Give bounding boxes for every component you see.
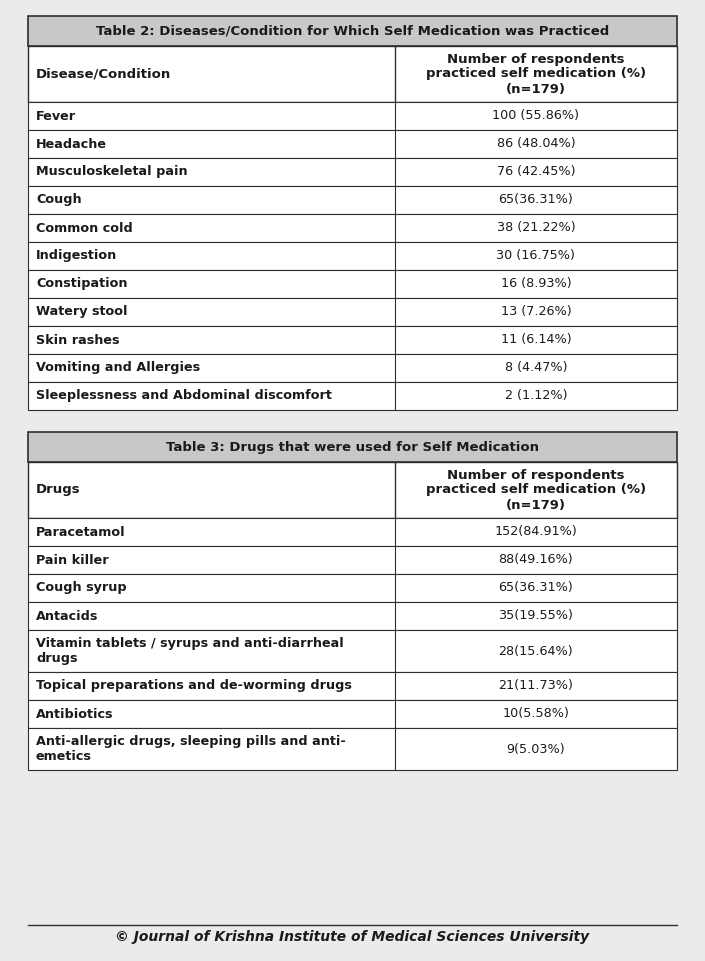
Bar (28, 326, 677, 354)
Text: 9(5.03%): 9(5.03%) (506, 743, 565, 755)
Text: Number of respondents
practiced self medication (%)
(n=179): Number of respondents practiced self med… (426, 469, 646, 511)
Text: 11 (6.14%): 11 (6.14%) (501, 333, 571, 347)
Text: Table 3: Drugs that were used for Self Medication: Table 3: Drugs that were used for Self M… (166, 440, 539, 454)
Bar (28, 270, 677, 298)
Text: 65(36.31%): 65(36.31%) (498, 581, 573, 595)
Bar (28, 354, 677, 382)
Text: Vomiting and Allergies: Vomiting and Allergies (36, 361, 200, 375)
Text: Pain killer: Pain killer (36, 554, 109, 566)
Bar (28, 546, 677, 574)
Text: 30 (16.75%): 30 (16.75%) (496, 250, 575, 262)
Text: Musculoskeletal pain: Musculoskeletal pain (36, 165, 188, 179)
Bar (28, 382, 677, 410)
Bar (28, 672, 677, 700)
Bar (28, 186, 677, 214)
Text: 100 (55.86%): 100 (55.86%) (492, 110, 580, 122)
Bar (28, 462, 677, 518)
Text: Table 2: Diseases/Condition for Which Self Medication was Practiced: Table 2: Diseases/Condition for Which Se… (96, 24, 609, 37)
Text: Disease/Condition: Disease/Condition (36, 67, 171, 81)
Bar (28, 728, 677, 770)
Text: Vitamin tablets / syrups and anti-diarrheal
drugs: Vitamin tablets / syrups and anti-diarrh… (36, 637, 344, 665)
Bar (28, 46, 677, 102)
Text: Anti-allergic drugs, sleeping pills and anti-
emetics: Anti-allergic drugs, sleeping pills and … (36, 735, 345, 763)
Bar (28, 214, 677, 242)
Text: Constipation: Constipation (36, 278, 128, 290)
Bar (28, 102, 677, 130)
Bar (28, 298, 677, 326)
Text: 88(49.16%): 88(49.16%) (498, 554, 573, 566)
Bar (28, 432, 677, 462)
Text: Paracetamol: Paracetamol (36, 526, 125, 538)
Text: Antacids: Antacids (36, 609, 99, 623)
Bar (28, 16, 677, 46)
Text: Common cold: Common cold (36, 221, 133, 234)
Text: Drugs: Drugs (36, 483, 80, 497)
Text: Skin rashes: Skin rashes (36, 333, 120, 347)
Text: 28(15.64%): 28(15.64%) (498, 645, 573, 657)
Text: 13 (7.26%): 13 (7.26%) (501, 306, 571, 318)
Text: 76 (42.45%): 76 (42.45%) (496, 165, 575, 179)
Text: 21(11.73%): 21(11.73%) (498, 679, 573, 693)
Text: Antibiotics: Antibiotics (36, 707, 114, 721)
Text: Indigestion: Indigestion (36, 250, 117, 262)
Text: 86 (48.04%): 86 (48.04%) (496, 137, 575, 151)
Text: Cough syrup: Cough syrup (36, 581, 127, 595)
Text: Fever: Fever (36, 110, 76, 122)
Bar (28, 700, 677, 728)
Bar (28, 518, 677, 546)
Text: Topical preparations and de-worming drugs: Topical preparations and de-worming drug… (36, 679, 352, 693)
Text: © Journal of Krishna Institute of Medical Sciences University: © Journal of Krishna Institute of Medica… (116, 930, 589, 944)
Bar (28, 630, 677, 672)
Bar (28, 130, 677, 158)
Bar (28, 242, 677, 270)
Text: Watery stool: Watery stool (36, 306, 128, 318)
Bar (28, 574, 677, 602)
Text: 16 (8.93%): 16 (8.93%) (501, 278, 571, 290)
Text: 152(84.91%): 152(84.91%) (494, 526, 577, 538)
Text: 10(5.58%): 10(5.58%) (503, 707, 569, 721)
Text: 2 (1.12%): 2 (1.12%) (505, 389, 567, 403)
Text: 65(36.31%): 65(36.31%) (498, 193, 573, 207)
Text: 35(19.55%): 35(19.55%) (498, 609, 573, 623)
Text: Headache: Headache (36, 137, 107, 151)
Text: Sleeplessness and Abdominal discomfort: Sleeplessness and Abdominal discomfort (36, 389, 332, 403)
Text: Cough: Cough (36, 193, 82, 207)
Text: 38 (21.22%): 38 (21.22%) (496, 221, 575, 234)
Bar (28, 158, 677, 186)
Text: 8 (4.47%): 8 (4.47%) (505, 361, 567, 375)
Text: Number of respondents
practiced self medication (%)
(n=179): Number of respondents practiced self med… (426, 53, 646, 95)
Bar (28, 602, 677, 630)
